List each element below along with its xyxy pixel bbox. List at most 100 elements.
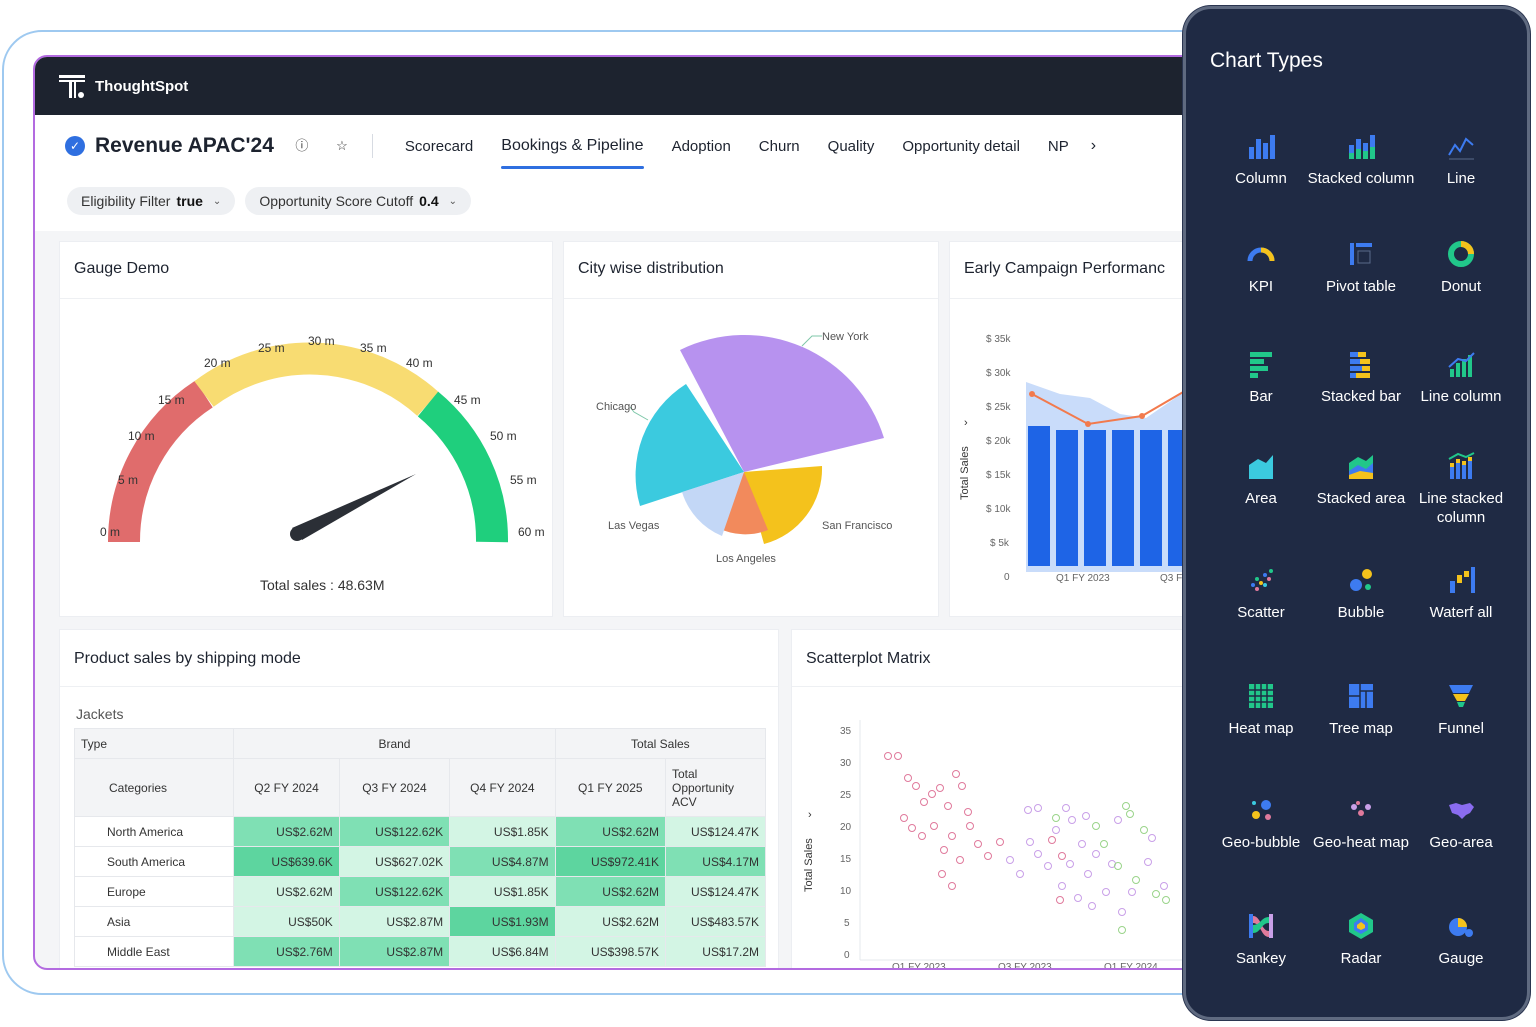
- chart-type-tree-map[interactable]: Tree map: [1306, 681, 1416, 738]
- rose-slice-new-york: [680, 334, 884, 472]
- chart-type-geo-area[interactable]: Geo-area: [1406, 795, 1516, 852]
- chart-type-label: Geo-area: [1429, 834, 1493, 851]
- tab-bookings-pipeline[interactable]: Bookings & Pipeline: [487, 129, 657, 169]
- chevron-down-icon: ⌄: [212, 195, 222, 207]
- chart-type-label: Column: [1235, 170, 1287, 187]
- chart-type-stacked-bar[interactable]: Stacked bar: [1306, 349, 1416, 406]
- cell: US$2.62M: [233, 876, 340, 907]
- tab-opportunity-detail[interactable]: Opportunity detail: [902, 137, 1020, 155]
- gauge-tick: 30 m: [308, 334, 335, 348]
- cell: US$483.57K: [665, 906, 766, 937]
- rose-label: Las Vegas: [608, 520, 660, 532]
- filter-chip-opportunity-score[interactable]: Opportunity Score Cutoff 0.4 ⌄: [245, 187, 471, 215]
- chart-type-label: KPI: [1248, 278, 1274, 295]
- product-sales-card[interactable]: Product sales by shipping mode Jackets T…: [59, 629, 779, 968]
- table-row[interactable]: Europe US$2.62M US$122.62K US$1.85K US$2…: [73, 876, 766, 907]
- card-title: Gauge Demo: [74, 260, 170, 277]
- chart-type-bar[interactable]: Bar: [1206, 349, 1316, 406]
- scatter-card[interactable]: Scatterplot Matrix 35 30 25 20 15 10 5 0…: [791, 629, 1231, 968]
- cell: US$50K: [233, 906, 340, 937]
- city-card[interactable]: City wise distribution New York Chicago …: [563, 241, 939, 617]
- row-label: Asia: [73, 906, 235, 937]
- chart-type-radar[interactable]: Radar: [1306, 911, 1416, 968]
- filter-bar: Eligibility Filter true ⌄ Opportunity Sc…: [67, 187, 471, 215]
- funnel-icon: [1446, 681, 1476, 711]
- chevron-right-icon: ›: [808, 809, 812, 821]
- filter-chip-eligibility[interactable]: Eligibility Filter true ⌄: [67, 187, 236, 215]
- chart-type-funnel[interactable]: Funnel: [1406, 681, 1516, 738]
- chart-type-area[interactable]: Area: [1206, 451, 1316, 508]
- column-header: Q1 FY 2025: [554, 758, 667, 817]
- chart-type-label: Gauge: [1438, 950, 1484, 967]
- donut-icon: [1446, 239, 1476, 269]
- table-row[interactable]: Middle East US$2.76M US$2.87M US$6.84M U…: [73, 936, 766, 967]
- chart-type-column[interactable]: Column: [1206, 131, 1316, 188]
- kpi-icon: [1246, 239, 1276, 269]
- y-tick: 0: [1004, 572, 1010, 583]
- chart-type-geo-bubble[interactable]: Geo-bubble: [1206, 795, 1316, 852]
- chart-type-bubble[interactable]: Bubble: [1306, 565, 1416, 622]
- gauge-tick: 55 m: [510, 473, 537, 487]
- chart-type-heat-map[interactable]: Heat map: [1206, 681, 1316, 738]
- chart-type-label: Stacked column: [1307, 170, 1415, 187]
- chart-type-line[interactable]: Line: [1406, 131, 1516, 188]
- tab-scorecard[interactable]: Scorecard: [404, 137, 474, 155]
- star-icon[interactable]: ☆: [336, 138, 348, 153]
- cell: US$639.6K: [233, 846, 340, 877]
- tab-quality[interactable]: Quality: [827, 137, 875, 155]
- cell: US$122.62K: [338, 816, 451, 847]
- bar: [1112, 430, 1134, 566]
- gauge-segment-high: [417, 391, 509, 543]
- table-row[interactable]: Asia US$50K US$2.87M US$1.93M US$2.62M U…: [73, 906, 766, 937]
- gauge-card[interactable]: Gauge Demo 0 m 5 m 10 m 15 m 20 m 25 m 3…: [59, 241, 553, 617]
- y-axis-label: Total Sales: [803, 838, 815, 892]
- cell: US$1.85K: [449, 816, 556, 847]
- table-row[interactable]: North America US$2.62M US$122.62K US$1.8…: [73, 816, 766, 847]
- geo-heat-map-icon: [1346, 795, 1376, 825]
- table-row[interactable]: South America US$639.6K US$627.02K US$4.…: [73, 846, 766, 877]
- y-tick: $ 20k: [986, 436, 1011, 447]
- cell: US$2.62M: [554, 876, 667, 907]
- chart-type-label: Line stacked column: [1418, 490, 1504, 526]
- chart-type-stacked-column[interactable]: Stacked column: [1306, 131, 1416, 188]
- thoughtspot-logo-icon: [59, 73, 85, 99]
- column-header: Total Opportunity ACV: [665, 758, 766, 817]
- chevron-right-icon[interactable]: ›: [1090, 137, 1097, 154]
- stacked-bar-icon: [1346, 349, 1376, 379]
- rose-label: New York: [822, 331, 869, 343]
- cell: US$4.17M: [665, 846, 766, 877]
- chart-type-gauge[interactable]: Gauge: [1406, 911, 1516, 968]
- y-tick: 15: [840, 854, 852, 865]
- verified-icon: ✓: [65, 136, 85, 156]
- y-tick: $ 10k: [986, 504, 1011, 515]
- chart-type-pivot-table[interactable]: Pivot table: [1306, 239, 1416, 296]
- chart-type-label: Bar: [1249, 388, 1273, 405]
- chart-type-scatter[interactable]: Scatter: [1206, 565, 1316, 622]
- card-title: Early Campaign Performanc: [964, 260, 1165, 277]
- chart-type-waterfall[interactable]: Waterf all: [1406, 565, 1516, 622]
- gauge-tick: 50 m: [490, 429, 517, 443]
- rose-label: Los Angeles: [716, 553, 776, 565]
- tab-churn[interactable]: Churn: [758, 137, 800, 155]
- chart-type-label: Bubble: [1337, 604, 1385, 621]
- categories-header: Categories: [73, 758, 235, 817]
- gauge-tick: 5 m: [118, 473, 138, 487]
- panel-title: Chart Types: [1210, 49, 1323, 72]
- city-rose-chart: New York Chicago Las Vegas San Francisco…: [596, 331, 892, 565]
- chart-type-donut[interactable]: Donut: [1406, 239, 1516, 296]
- info-icon[interactable]: ⓘ: [295, 138, 309, 153]
- chevron-right-icon: ›: [964, 417, 968, 429]
- y-tick: 20: [840, 822, 852, 833]
- tab-adoption[interactable]: Adoption: [671, 137, 731, 155]
- chart-type-line-stacked-column[interactable]: Line stacked column: [1406, 451, 1516, 527]
- chevron-down-icon: ⌄: [448, 195, 457, 207]
- tab-np[interactable]: NP: [1047, 137, 1069, 155]
- chart-type-stacked-area[interactable]: Stacked area: [1306, 451, 1416, 508]
- bubble-icon: [1346, 565, 1376, 595]
- tree-map-icon: [1346, 681, 1376, 711]
- chart-type-kpi[interactable]: KPI: [1206, 239, 1316, 296]
- chart-type-sankey[interactable]: Sankey: [1206, 911, 1316, 968]
- rose-slice-chicago: [635, 384, 744, 506]
- chart-type-line-column[interactable]: Line column: [1406, 349, 1516, 406]
- chart-type-geo-heat-map[interactable]: Geo-heat map: [1306, 795, 1416, 852]
